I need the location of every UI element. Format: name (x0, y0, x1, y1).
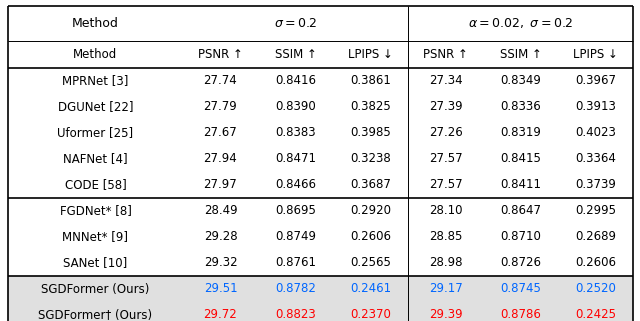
Text: 0.8823: 0.8823 (275, 308, 316, 321)
Text: 0.8761: 0.8761 (275, 256, 316, 270)
Text: SANet [10]: SANet [10] (63, 256, 127, 270)
Text: NAFNet [4]: NAFNet [4] (63, 152, 128, 166)
Text: 0.8466: 0.8466 (275, 178, 316, 192)
Text: SGDFormer (Ours): SGDFormer (Ours) (42, 282, 150, 296)
Text: 0.2689: 0.2689 (575, 230, 616, 244)
Text: 0.3687: 0.3687 (350, 178, 391, 192)
Text: 0.8411: 0.8411 (500, 178, 541, 192)
Text: 0.3913: 0.3913 (575, 100, 616, 114)
Text: 0.2920: 0.2920 (350, 204, 391, 218)
Text: 0.8471: 0.8471 (275, 152, 316, 166)
Text: 0.2461: 0.2461 (350, 282, 391, 296)
Text: 0.8336: 0.8336 (500, 100, 541, 114)
Text: 0.2370: 0.2370 (350, 308, 391, 321)
Text: 29.17: 29.17 (429, 282, 462, 296)
Text: 0.8695: 0.8695 (275, 204, 316, 218)
Text: $\alpha = 0.02,\ \sigma = 0.2$: $\alpha = 0.02,\ \sigma = 0.2$ (468, 16, 573, 30)
Text: FGDNet* [8]: FGDNet* [8] (60, 204, 131, 218)
Text: MNNet* [9]: MNNet* [9] (63, 230, 129, 244)
Text: CODE [58]: CODE [58] (65, 178, 126, 192)
Text: 0.8415: 0.8415 (500, 152, 541, 166)
Text: 0.4023: 0.4023 (575, 126, 616, 140)
Text: 0.3967: 0.3967 (575, 74, 616, 88)
Text: 0.8745: 0.8745 (500, 282, 541, 296)
Text: 0.8782: 0.8782 (275, 282, 316, 296)
Text: 28.85: 28.85 (429, 230, 462, 244)
Text: 0.8710: 0.8710 (500, 230, 541, 244)
Text: 0.3238: 0.3238 (350, 152, 391, 166)
Text: 0.8383: 0.8383 (275, 126, 316, 140)
Text: 0.8349: 0.8349 (500, 74, 541, 88)
Text: 0.2606: 0.2606 (350, 230, 391, 244)
Text: 0.3985: 0.3985 (350, 126, 391, 140)
Text: 29.72: 29.72 (204, 308, 237, 321)
Text: 28.10: 28.10 (429, 204, 462, 218)
Text: 27.97: 27.97 (204, 178, 237, 192)
Text: SSIM ↑: SSIM ↑ (500, 48, 541, 61)
Text: 0.3825: 0.3825 (350, 100, 391, 114)
Text: 27.34: 27.34 (429, 74, 462, 88)
Text: 0.2520: 0.2520 (575, 282, 616, 296)
Text: 0.8416: 0.8416 (275, 74, 316, 88)
Text: 29.39: 29.39 (429, 308, 462, 321)
Text: LPIPS ↓: LPIPS ↓ (348, 48, 393, 61)
Text: 0.8319: 0.8319 (500, 126, 541, 140)
Text: 27.74: 27.74 (204, 74, 237, 88)
Text: 0.2565: 0.2565 (350, 256, 391, 270)
Text: 0.2995: 0.2995 (575, 204, 616, 218)
Text: 0.3364: 0.3364 (575, 152, 616, 166)
Text: 27.57: 27.57 (429, 178, 462, 192)
Text: PSNR ↑: PSNR ↑ (423, 48, 468, 61)
Text: 28.49: 28.49 (204, 204, 237, 218)
Text: PSNR ↑: PSNR ↑ (198, 48, 243, 61)
Text: SGDFormer† (Ours): SGDFormer† (Ours) (38, 308, 152, 321)
Text: 0.2606: 0.2606 (575, 256, 616, 270)
Text: 27.57: 27.57 (429, 152, 462, 166)
Text: 27.67: 27.67 (204, 126, 237, 140)
Text: 0.2425: 0.2425 (575, 308, 616, 321)
Text: 27.79: 27.79 (204, 100, 237, 114)
Text: Method: Method (74, 48, 118, 61)
Text: 29.32: 29.32 (204, 256, 237, 270)
Bar (8, 276, 633, 302)
Text: 0.3739: 0.3739 (575, 178, 616, 192)
Text: 27.26: 27.26 (429, 126, 462, 140)
Text: 0.8726: 0.8726 (500, 256, 541, 270)
Text: 0.8749: 0.8749 (275, 230, 316, 244)
Text: 0.8647: 0.8647 (500, 204, 541, 218)
Text: DGUNet [22]: DGUNet [22] (58, 100, 133, 114)
Text: 0.3861: 0.3861 (350, 74, 391, 88)
Text: 28.98: 28.98 (429, 256, 462, 270)
Text: MPRNet [3]: MPRNet [3] (62, 74, 129, 88)
Text: 0.8786: 0.8786 (500, 308, 541, 321)
Text: SSIM ↑: SSIM ↑ (275, 48, 316, 61)
Text: Method: Method (72, 17, 119, 30)
Text: 27.39: 27.39 (429, 100, 462, 114)
Text: 27.94: 27.94 (204, 152, 237, 166)
Bar (8, 302, 633, 321)
Text: 29.51: 29.51 (204, 282, 237, 296)
Text: Uformer [25]: Uformer [25] (58, 126, 134, 140)
Text: 29.28: 29.28 (204, 230, 237, 244)
Text: 0.8390: 0.8390 (275, 100, 316, 114)
Text: $\sigma = 0.2$: $\sigma = 0.2$ (274, 17, 317, 30)
Text: LPIPS ↓: LPIPS ↓ (573, 48, 618, 61)
